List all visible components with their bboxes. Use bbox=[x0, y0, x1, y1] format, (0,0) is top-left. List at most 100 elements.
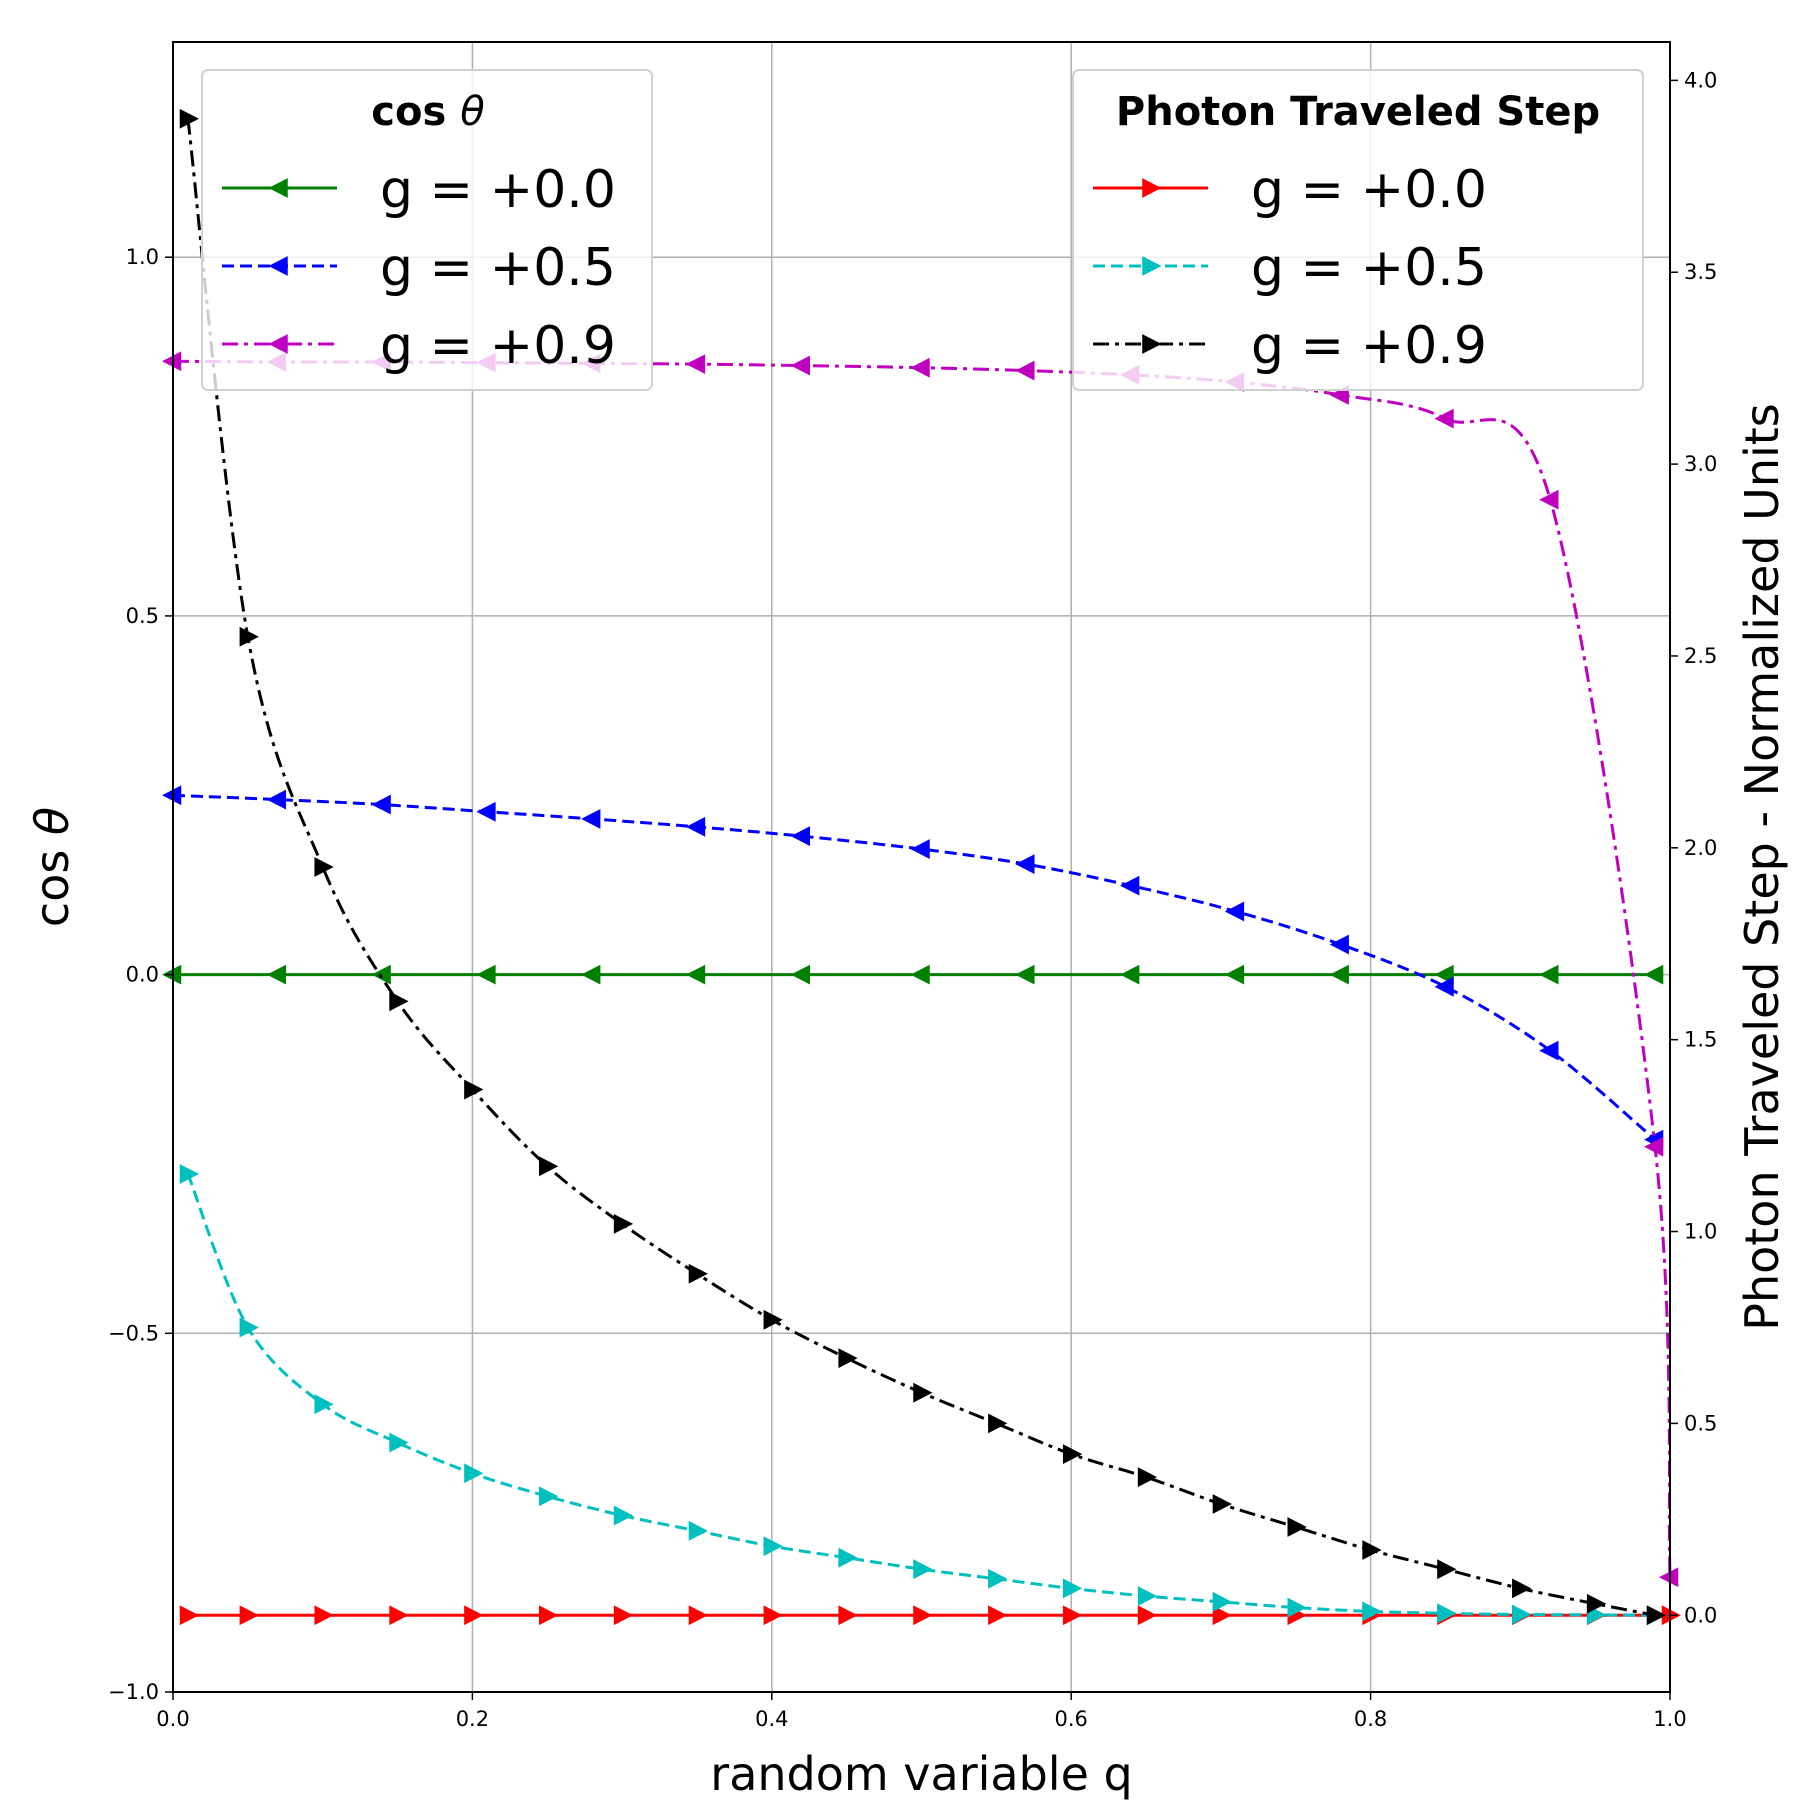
data-point-marker bbox=[314, 1605, 334, 1626]
left-axis-title-main: cos bbox=[25, 835, 79, 927]
legend-entry-marker bbox=[268, 256, 288, 276]
data-point-marker bbox=[1062, 1444, 1083, 1464]
series-layer bbox=[162, 108, 1681, 1626]
right-tick-label: 4.0 bbox=[1684, 68, 1717, 92]
left-tick-label: −0.5 bbox=[108, 1321, 159, 1345]
data-point-marker bbox=[239, 1605, 259, 1626]
data-point-marker bbox=[1137, 1605, 1158, 1626]
x-tick-label: 0.4 bbox=[755, 1707, 788, 1731]
data-point-marker bbox=[838, 1605, 858, 1626]
data-point-marker bbox=[1015, 964, 1035, 985]
data-point-marker bbox=[613, 1605, 634, 1626]
data-point-marker bbox=[1329, 964, 1349, 985]
data-point-marker bbox=[913, 1559, 933, 1580]
legend-photon-step: Photon Traveled Step g = +0.0g = +0.5g =… bbox=[1072, 69, 1644, 391]
left-tick-label: 0.0 bbox=[126, 963, 159, 987]
data-point-marker bbox=[685, 816, 706, 837]
series-1 bbox=[162, 964, 1664, 985]
data-point-marker bbox=[910, 357, 930, 378]
data-point-marker bbox=[790, 964, 810, 985]
left-axis-title-symbol: θ bbox=[25, 807, 79, 835]
legend-photon-step-title: Photon Traveled Step bbox=[1116, 89, 1600, 135]
legend-entry-label: g = +0.9 bbox=[1251, 316, 1487, 376]
data-point-marker bbox=[266, 964, 287, 985]
data-point-marker bbox=[1137, 1586, 1158, 1606]
legend-cos-theta-title: cos θ bbox=[371, 89, 484, 135]
data-point-marker bbox=[688, 1263, 708, 1284]
right-tick-label: 2.5 bbox=[1684, 644, 1717, 668]
data-point-marker bbox=[1287, 1517, 1307, 1537]
data-point-marker bbox=[763, 1605, 783, 1626]
data-point-marker bbox=[688, 1520, 708, 1541]
legend-entry-label: g = +0.9 bbox=[380, 316, 616, 376]
data-point-marker bbox=[179, 1164, 199, 1184]
series-4 bbox=[179, 1605, 1681, 1626]
legend-photon-step-entries: g = +0.0 g = +0.5 g = +0.9 bbox=[1093, 160, 1487, 376]
data-point-marker bbox=[910, 839, 930, 859]
data-point-marker bbox=[476, 801, 496, 822]
data-point-marker bbox=[1437, 1603, 1457, 1624]
left-tick-label: 0.5 bbox=[126, 604, 159, 628]
left-axis-title: cos θ bbox=[25, 807, 79, 927]
right-axis-title: Photon Traveled Step - Normalized Units bbox=[1735, 403, 1789, 1331]
data-point-marker bbox=[1512, 1604, 1532, 1625]
data-point-marker bbox=[685, 354, 706, 375]
data-point-marker bbox=[1539, 1040, 1559, 1061]
data-point-marker bbox=[1434, 976, 1454, 997]
x-tick-label: 1.0 bbox=[1653, 1707, 1686, 1731]
data-point-marker bbox=[1512, 1578, 1532, 1599]
ticks-layer: 0.0 0.2 0.4 0.6 0.8 1.0 −1.0 −0.5 0.0 0.5 1.0 0.0 0.… bbox=[108, 68, 1717, 1731]
data-point-marker bbox=[1644, 1136, 1664, 1157]
legend-photon-step-box bbox=[1072, 69, 1644, 391]
data-point-marker bbox=[389, 991, 409, 1012]
data-point-marker bbox=[1062, 1578, 1083, 1599]
data-point-marker bbox=[838, 1547, 858, 1568]
series-2 bbox=[162, 785, 1664, 1150]
data-point-marker bbox=[476, 964, 496, 985]
series-line bbox=[172, 793, 1657, 1141]
legend-entry-marker bbox=[268, 334, 288, 354]
x-tick-label: 0.0 bbox=[156, 1707, 189, 1731]
legend-cos-theta-title-symbol: θ bbox=[460, 89, 484, 135]
data-point-marker bbox=[179, 1605, 199, 1626]
data-point-marker bbox=[371, 794, 391, 815]
data-point-marker bbox=[389, 1605, 409, 1626]
data-point-marker bbox=[838, 1348, 858, 1369]
data-point-marker bbox=[913, 1605, 933, 1626]
legend-entry-marker bbox=[1142, 256, 1162, 276]
legend-cos-theta: cos θ g = +0.0 g = +0.5 g = +0.9 bbox=[201, 69, 653, 391]
data-point-marker bbox=[1437, 1559, 1457, 1580]
right-tick-label: 2.0 bbox=[1684, 836, 1717, 860]
data-point-marker bbox=[162, 785, 182, 806]
data-point-marker bbox=[1120, 875, 1140, 896]
data-point-marker bbox=[790, 355, 810, 376]
legend-entry-label: g = +0.5 bbox=[1251, 238, 1487, 298]
left-tick-label: −1.0 bbox=[108, 1680, 159, 1704]
data-point-marker bbox=[1659, 1567, 1679, 1588]
data-point-marker bbox=[1212, 1494, 1232, 1514]
data-point-marker bbox=[1224, 964, 1245, 985]
data-point-marker bbox=[1062, 1605, 1083, 1626]
legend-cos-theta-title-main: cos bbox=[371, 89, 460, 135]
data-point-marker bbox=[581, 964, 601, 985]
data-point-marker bbox=[1362, 1540, 1382, 1560]
data-point-marker bbox=[539, 1156, 559, 1177]
right-tick-label: 1.0 bbox=[1684, 1220, 1717, 1244]
data-point-marker bbox=[988, 1413, 1008, 1434]
data-point-marker bbox=[1539, 489, 1559, 510]
data-point-marker bbox=[314, 857, 334, 877]
data-point-marker bbox=[314, 1394, 334, 1415]
data-point-marker bbox=[464, 1463, 484, 1484]
data-point-marker bbox=[763, 1536, 783, 1557]
data-point-marker bbox=[1362, 1601, 1382, 1622]
right-tick-label: 3.5 bbox=[1684, 260, 1717, 284]
legend-entry-marker bbox=[268, 178, 288, 198]
right-tick-label: 0.0 bbox=[1684, 1603, 1717, 1627]
legend-entry-label: g = +0.0 bbox=[380, 160, 616, 220]
data-point-marker bbox=[1586, 1593, 1607, 1614]
data-point-marker bbox=[581, 809, 601, 829]
data-point-marker bbox=[1015, 854, 1035, 875]
data-point-marker bbox=[1329, 934, 1349, 955]
data-point-marker bbox=[266, 789, 287, 810]
